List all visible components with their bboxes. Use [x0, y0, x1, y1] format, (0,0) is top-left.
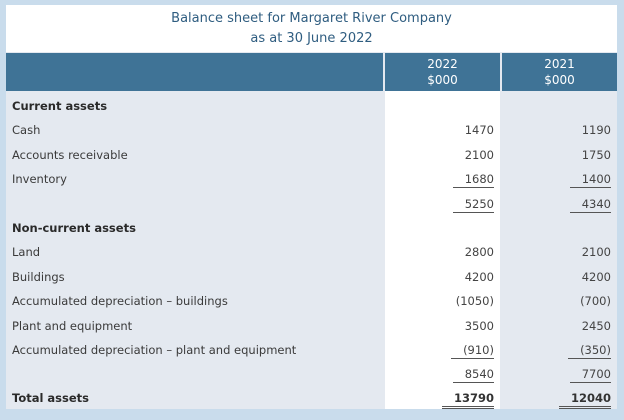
value-2022: 4200	[464, 270, 494, 284]
value-2021: 1750	[581, 148, 611, 162]
value-2021: (700)	[580, 294, 611, 308]
row-label: Buildings	[12, 270, 65, 284]
value-2022: (910)	[386, 343, 494, 359]
value-2021: 1400	[503, 172, 611, 188]
value-2022: 5250	[386, 197, 494, 213]
row-label: Non-current assets	[12, 221, 136, 235]
value-2021: 2100	[581, 245, 611, 259]
value-2022: 1470	[464, 123, 494, 137]
balance-sheet-table: Balance sheet for Margaret River Company…	[6, 5, 617, 409]
value-2022: 1680	[386, 172, 494, 188]
value-2021: 4340	[503, 197, 611, 213]
table-row: Inventory 1680 1400	[6, 169, 617, 191]
value-2021: 2450	[581, 319, 611, 333]
table-row: Land 2800 2100	[6, 242, 617, 264]
total-row: Total assets 13790 12040	[6, 388, 617, 410]
table-title: Balance sheet for Margaret River Company…	[6, 5, 617, 52]
row-label: Plant and equipment	[12, 319, 133, 333]
table-row: Accumulated depreciation – plant and equ…	[6, 340, 617, 362]
row-label: Accounts receivable	[12, 148, 128, 162]
header-divider	[383, 53, 385, 91]
table-row: Accounts receivable 2100 1750	[6, 145, 617, 167]
value-2021: (350)	[503, 343, 611, 359]
row-label: Land	[12, 245, 41, 259]
value-2021: 4200	[581, 270, 611, 284]
title-line-2: as at 30 June 2022	[250, 31, 373, 46]
section-heading-current-assets: Current assets	[6, 96, 617, 118]
row-label: Inventory	[12, 172, 67, 186]
total-2021: 12040	[503, 391, 611, 409]
total-2022: 13790	[386, 391, 494, 409]
header-unit-2022: $000	[427, 73, 458, 87]
table-row: Buildings 4200 4200	[6, 267, 617, 289]
value-2022: (1050)	[455, 294, 494, 308]
table-row: Cash 1470 1190	[6, 120, 617, 142]
row-label: Cash	[12, 123, 41, 137]
row-label: Current assets	[12, 99, 108, 113]
header-year-2021: 2021	[544, 57, 575, 71]
header-col-2021: 2021 $000	[502, 53, 617, 91]
table-row: Accumulated depreciation – buildings (10…	[6, 291, 617, 313]
subtotal-row-non-current-assets: 8540 7700	[6, 364, 617, 386]
value-2021: 1190	[581, 123, 611, 137]
value-2022: 8540	[386, 367, 494, 383]
column-2022-bg	[385, 91, 500, 409]
table-row: Plant and equipment 3500 2450	[6, 316, 617, 338]
subtotal-row-current-assets: 5250 4340	[6, 194, 617, 216]
value-2021: 7700	[503, 367, 611, 383]
value-2022: 2800	[464, 245, 494, 259]
title-line-1: Balance sheet for Margaret River Company	[171, 11, 452, 26]
section-heading-non-current-assets: Non-current assets	[6, 218, 617, 240]
value-2022: 3500	[464, 319, 494, 333]
value-2022: 2100	[464, 148, 494, 162]
row-label: Accumulated depreciation – plant and equ…	[12, 343, 297, 357]
header-divider	[500, 53, 502, 91]
header-year-2022: 2022	[427, 57, 458, 71]
column-2021-bg	[502, 91, 617, 409]
header-unit-2021: $000	[544, 73, 575, 87]
row-label: Total assets	[12, 391, 90, 405]
header-col-2022: 2022 $000	[385, 53, 500, 91]
row-label: Accumulated depreciation – buildings	[12, 294, 228, 308]
table-header: 2022 $000 2021 $000	[6, 53, 617, 91]
